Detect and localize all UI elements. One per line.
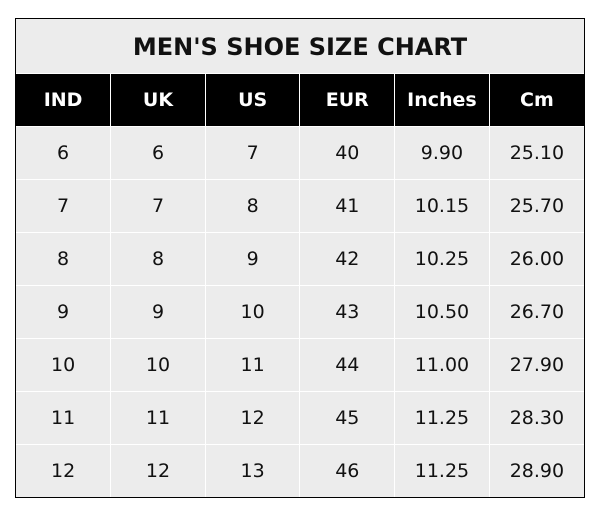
column-header-cm: Cm: [488, 74, 584, 127]
cell-ind: 6: [16, 126, 112, 180]
column-header-us: US: [204, 74, 301, 127]
cell-ind: 9: [16, 285, 112, 339]
cell-eur: 42: [299, 232, 396, 286]
table-row: 12 12 13 46 11.25 28.90: [16, 444, 584, 497]
cell-uk: 12: [110, 444, 206, 497]
size-table: IND UK US EUR Inches Cm 6 6 7 40 9.90 25.10 7 7 8 41 10…: [16, 74, 584, 497]
table-row: 7 7 8 41 10.15 25.70: [16, 179, 584, 233]
cell-ind: 10: [16, 338, 112, 392]
cell-ind: 12: [16, 444, 112, 497]
cell-cm: 28.90: [488, 444, 584, 497]
cell-eur: 44: [299, 338, 396, 392]
cell-inches: 10.15: [394, 179, 490, 233]
cell-us: 8: [204, 179, 301, 233]
cell-ind: 7: [16, 179, 112, 233]
cell-uk: 10: [110, 338, 206, 392]
cell-inches: 10.50: [394, 285, 490, 339]
table-row: 10 10 11 44 11.00 27.90: [16, 338, 584, 392]
cell-eur: 43: [299, 285, 396, 339]
cell-uk: 8: [110, 232, 206, 286]
chart-title: MEN'S SHOE SIZE CHART: [16, 19, 584, 74]
cell-inches: 9.90: [394, 126, 490, 180]
cell-uk: 9: [110, 285, 206, 339]
cell-cm: 26.00: [488, 232, 584, 286]
cell-inches: 11.25: [394, 444, 490, 497]
table-row: 9 9 10 43 10.50 26.70: [16, 285, 584, 339]
cell-us: 11: [204, 338, 301, 392]
cell-us: 9: [204, 232, 301, 286]
cell-ind: 8: [16, 232, 112, 286]
column-header-inches: Inches: [394, 74, 490, 127]
table-row: 8 8 9 42 10.25 26.00: [16, 232, 584, 286]
table-row: 6 6 7 40 9.90 25.10: [16, 126, 584, 180]
cell-inches: 11.00: [394, 338, 490, 392]
cell-cm: 25.10: [488, 126, 584, 180]
cell-eur: 41: [299, 179, 396, 233]
cell-eur: 46: [299, 444, 396, 497]
cell-uk: 6: [110, 126, 206, 180]
cell-us: 13: [204, 444, 301, 497]
cell-cm: 28.30: [488, 391, 584, 445]
cell-us: 10: [204, 285, 301, 339]
cell-eur: 40: [299, 126, 396, 180]
cell-cm: 26.70: [488, 285, 584, 339]
cell-us: 12: [204, 391, 301, 445]
cell-inches: 10.25: [394, 232, 490, 286]
cell-ind: 11: [16, 391, 112, 445]
cell-cm: 25.70: [488, 179, 584, 233]
cell-uk: 11: [110, 391, 206, 445]
cell-inches: 11.25: [394, 391, 490, 445]
column-header-uk: UK: [110, 74, 206, 127]
cell-us: 7: [204, 126, 301, 180]
table-row: 11 11 12 45 11.25 28.30: [16, 391, 584, 445]
size-chart: MEN'S SHOE SIZE CHART IND UK US EUR Inches Cm…: [15, 18, 585, 498]
column-header-ind: IND: [16, 74, 112, 127]
header-row: IND UK US EUR Inches Cm: [16, 74, 584, 127]
column-header-eur: EUR: [299, 74, 396, 127]
cell-uk: 7: [110, 179, 206, 233]
cell-cm: 27.90: [488, 338, 584, 392]
cell-eur: 45: [299, 391, 396, 445]
